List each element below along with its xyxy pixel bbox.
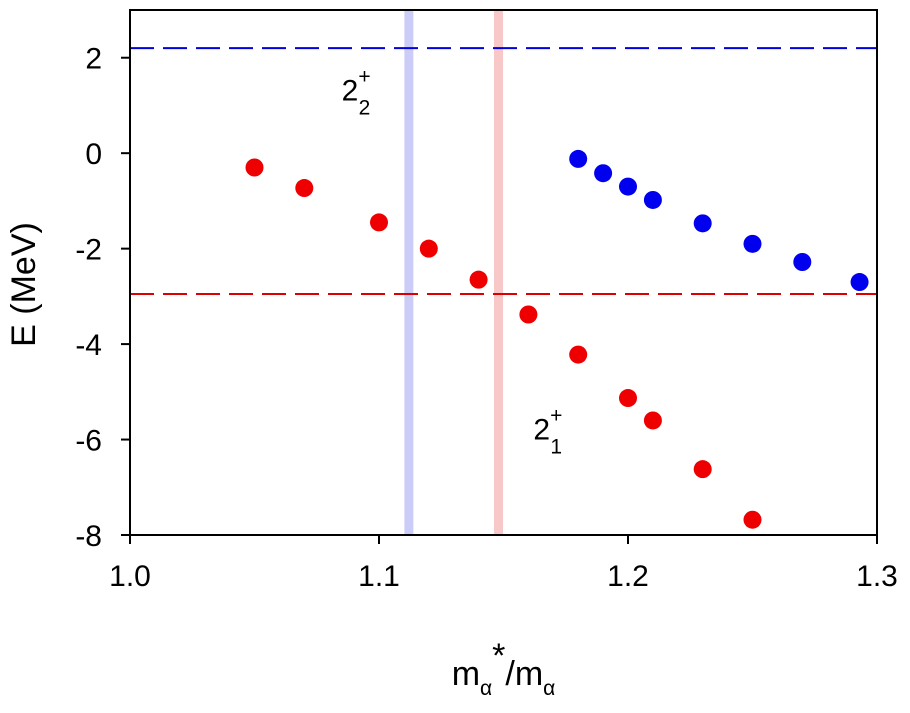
x-tick-label-2: 1.2 — [607, 560, 649, 593]
point-2plus2-6 — [793, 253, 812, 271]
x-axis-title: mα*/mα — [452, 637, 556, 700]
point-2plus2-7 — [850, 273, 869, 292]
y-tick-label-3: -4 — [75, 329, 102, 362]
point-2plus1-7 — [619, 389, 637, 408]
x-axis-title-slash: /m — [505, 655, 543, 693]
y-tick-label-0: 2 — [85, 43, 102, 76]
point-2plus2-4 — [693, 214, 712, 233]
point-2plus1-4 — [469, 270, 488, 289]
data-points — [245, 149, 869, 529]
y-tick-label-5: -8 — [75, 520, 102, 553]
x-axis-title-sub2: α — [543, 677, 555, 700]
point-2plus1-3 — [419, 239, 438, 258]
point-2plus1-8 — [643, 411, 662, 430]
point-2plus1-2 — [370, 213, 388, 232]
point-2plus2-1 — [594, 164, 613, 183]
label-2plus2: 2+ 2 — [342, 66, 371, 120]
x-axis-title-sup: * — [492, 637, 505, 675]
x-tick-label-0: 1.0 — [109, 560, 151, 593]
x-tick-label-3: 1.3 — [856, 560, 898, 593]
vertical-bands — [404, 10, 504, 535]
x-axis-title-sub1: α — [480, 677, 492, 700]
label-2plus1: 2+ 1 — [533, 405, 562, 459]
annotations: 2+ 2 2+ 1 — [342, 66, 563, 459]
x-axis-title-base: m — [452, 655, 480, 693]
plot-area-frame — [129, 9, 878, 536]
point-2plus1-9 — [693, 460, 712, 479]
point-2plus2-3 — [643, 190, 662, 209]
point-2plus2-2 — [619, 177, 637, 196]
y-tick-label-4: -6 — [75, 425, 102, 458]
threshold-lines — [130, 47, 877, 295]
point-2plus1-10 — [743, 510, 762, 529]
point-2plus1-5 — [519, 305, 538, 324]
point-2plus1-1 — [295, 179, 314, 198]
point-2plus2-5 — [743, 234, 762, 253]
x-tick-label-1: 1.1 — [358, 560, 400, 593]
point-2plus1-6 — [569, 345, 588, 364]
y-tick-label-1: 0 — [85, 138, 102, 171]
axis-ticks: 1.0 1.1 1.2 1.3 2 0 -2 -4 -6 -8 — [75, 43, 898, 593]
y-tick-label-2: -2 — [75, 234, 102, 267]
y-axis-title: E (MeV) — [5, 222, 43, 347]
point-2plus1-0 — [245, 158, 264, 177]
point-2plus2-0 — [569, 149, 588, 168]
